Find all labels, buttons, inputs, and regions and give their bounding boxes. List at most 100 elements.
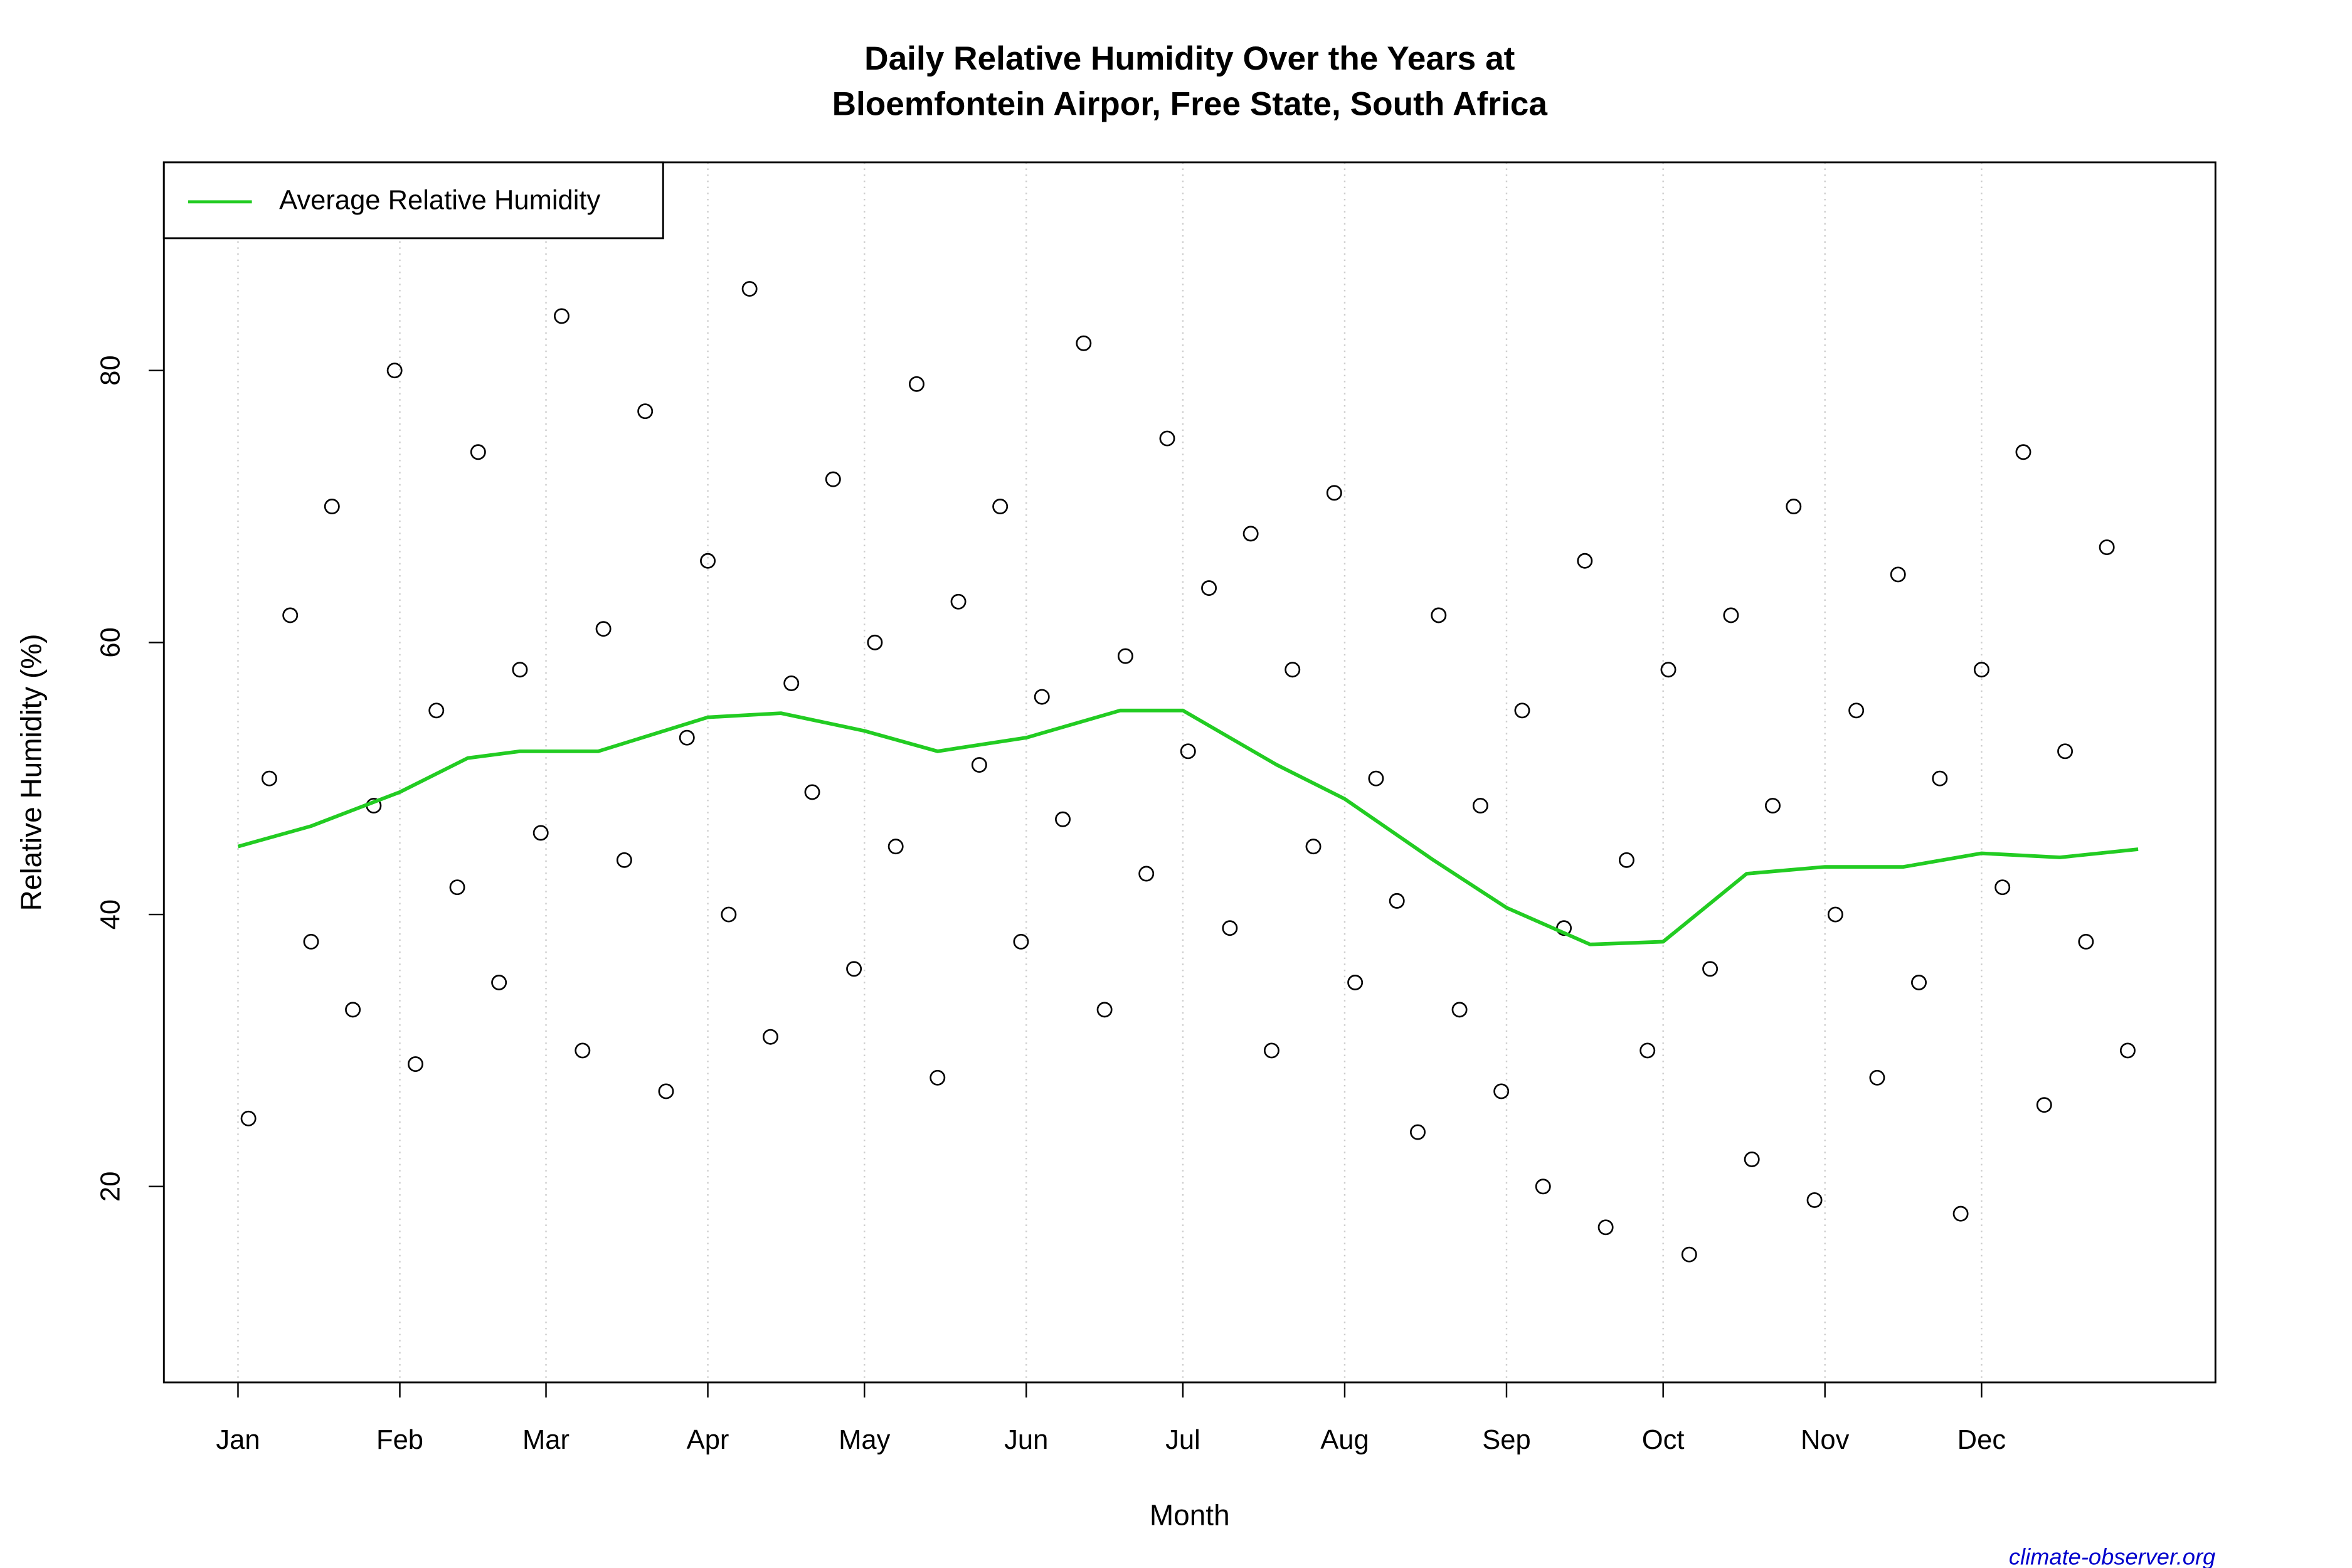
point	[1431, 607, 1447, 623]
point	[1994, 879, 2011, 896]
point	[762, 1029, 778, 1045]
point	[930, 1069, 946, 1086]
point	[1096, 1002, 1113, 1018]
credit: climate-observer.org	[2009, 1544, 2215, 1568]
point	[1159, 430, 1175, 447]
x-tick-label: Jul	[1165, 1425, 1200, 1455]
x-tick-label: Oct	[1642, 1425, 1685, 1455]
y-tick-label: 20	[96, 1172, 126, 1202]
point	[1973, 662, 1989, 678]
point	[950, 593, 967, 610]
point	[1702, 961, 1719, 977]
x-tick-label: Feb	[376, 1425, 423, 1455]
point	[1472, 798, 1488, 814]
x-tick-label: Nov	[1801, 1425, 1850, 1455]
point	[1347, 975, 1364, 990]
point	[1138, 866, 1155, 882]
point	[428, 702, 445, 719]
x-tick-label: Jan	[216, 1425, 260, 1455]
point	[1451, 1002, 1468, 1018]
point	[1389, 893, 1405, 909]
point	[1911, 975, 1927, 990]
point	[1493, 1083, 1510, 1099]
point	[721, 906, 737, 923]
point	[783, 675, 800, 691]
average-line	[237, 708, 2139, 946]
x-tick-label: Sep	[1482, 1425, 1530, 1455]
point	[2015, 444, 2032, 460]
point	[345, 1002, 361, 1018]
point	[1034, 689, 1050, 705]
point	[1848, 702, 1865, 719]
x-tick-label: Mar	[522, 1425, 569, 1455]
point	[658, 1083, 674, 1099]
point	[282, 607, 299, 623]
point	[867, 634, 883, 650]
y-tick-label: 60	[96, 627, 126, 657]
point	[261, 770, 277, 787]
point	[2078, 933, 2094, 950]
point	[324, 499, 340, 514]
point	[1514, 702, 1530, 719]
point	[303, 933, 319, 950]
point	[846, 961, 862, 977]
point	[449, 879, 465, 896]
point	[1305, 839, 1322, 855]
legend-label: Average Relative Humidity	[279, 185, 600, 215]
point	[1806, 1192, 1823, 1208]
point	[1180, 743, 1196, 760]
chart-subtitle: Bloemfontein Airpor, Free State, South A…	[832, 85, 1548, 122]
point	[2036, 1097, 2052, 1113]
point	[1013, 933, 1029, 950]
point	[1660, 662, 1677, 678]
x-tick-label: Apr	[687, 1425, 729, 1455]
x-tick-label: Aug	[1320, 1425, 1369, 1455]
point	[1597, 1219, 1614, 1236]
point	[616, 852, 632, 868]
point	[1723, 607, 1739, 623]
plot-frame	[162, 161, 2217, 1384]
point	[1222, 920, 1238, 936]
point	[1681, 1246, 1697, 1263]
point	[1577, 553, 1593, 569]
point	[1765, 798, 1781, 814]
point	[408, 1056, 423, 1073]
point	[741, 281, 758, 297]
point	[2057, 743, 2074, 760]
point	[2119, 1042, 2136, 1059]
point	[512, 662, 528, 678]
y-tick-label: 40	[96, 899, 126, 930]
point	[825, 471, 841, 487]
point	[971, 757, 987, 773]
x-tick-label: May	[839, 1425, 890, 1455]
point	[804, 784, 820, 800]
point	[909, 376, 924, 392]
point	[1618, 852, 1634, 868]
point	[1535, 1179, 1551, 1195]
point	[1326, 485, 1342, 501]
point	[1952, 1205, 1969, 1222]
point	[1076, 335, 1092, 351]
point	[1827, 906, 1843, 923]
point	[386, 363, 403, 379]
point	[637, 403, 654, 420]
x-tick-label: Jun	[1004, 1425, 1048, 1455]
point	[1368, 770, 1384, 787]
point	[992, 499, 1009, 514]
point	[2099, 539, 2115, 556]
y-axis-label: Relative Humidity (%)	[14, 634, 47, 911]
point	[1055, 811, 1071, 827]
point	[240, 1110, 257, 1126]
point	[532, 825, 549, 841]
point	[1932, 770, 1948, 787]
y-tick-label: 80	[96, 355, 126, 385]
point	[491, 975, 507, 990]
point	[1640, 1042, 1656, 1059]
point	[1242, 526, 1259, 542]
x-axis-label: Month	[1150, 1498, 1230, 1531]
point	[1263, 1042, 1279, 1059]
x-tick-label: Dec	[1957, 1425, 2006, 1455]
